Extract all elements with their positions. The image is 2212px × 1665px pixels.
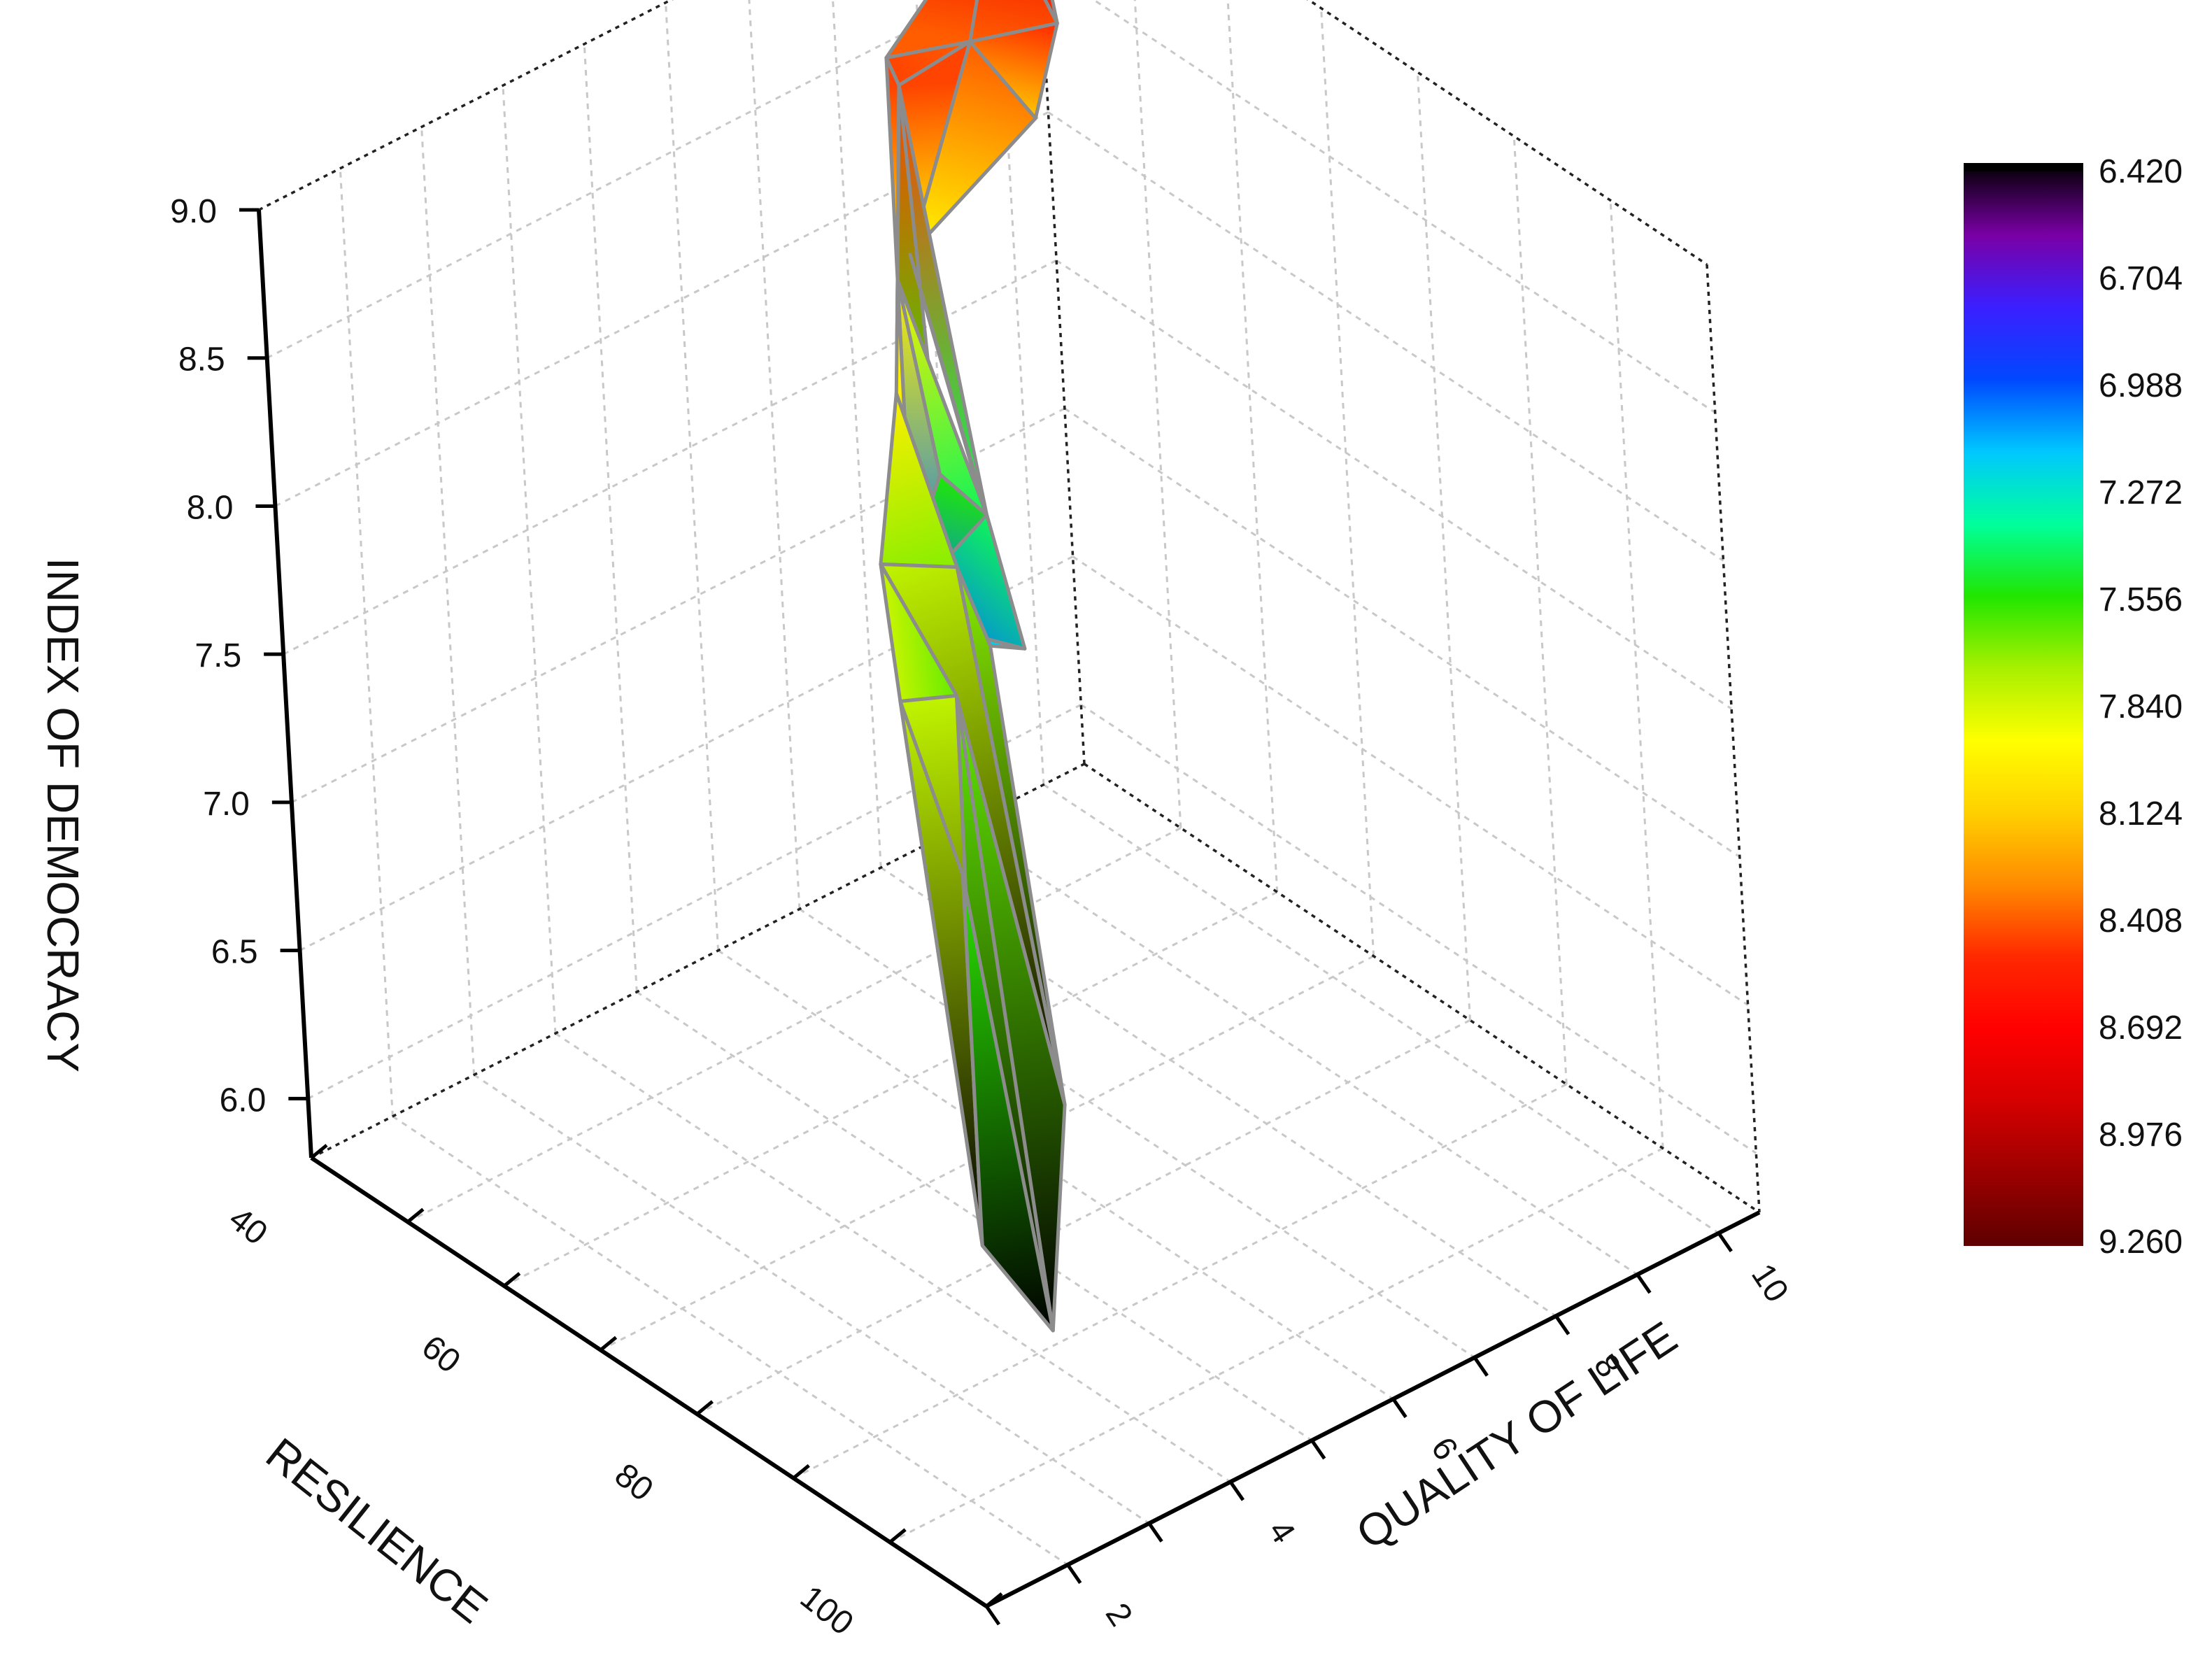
grid-line	[473, 1074, 1150, 1524]
grid-line	[1226, 0, 1279, 893]
grid-line	[583, 43, 638, 993]
grid-line	[799, 908, 1475, 1359]
x-tick-label: 60	[415, 1329, 467, 1381]
y-tick-mark	[1066, 1564, 1082, 1585]
grid-line	[748, 0, 801, 909]
grid-line	[555, 1032, 1231, 1483]
colorbar-label: 6.988	[2099, 367, 2183, 404]
y-tick-label: 2	[1098, 1596, 1140, 1633]
grid-line	[636, 991, 1313, 1442]
grid-line	[1043, 784, 1720, 1234]
grid-line	[999, 0, 1045, 785]
z-tick-label: 9.0	[170, 193, 217, 230]
x-tick-mark	[985, 1592, 1003, 1608]
x-tick-mark	[503, 1272, 521, 1288]
y-axis-line	[985, 1210, 1761, 1608]
x-tick-mark	[695, 1400, 714, 1416]
x-tick-label: 40	[222, 1200, 274, 1253]
grid-line	[1320, 8, 1375, 956]
grid-line	[504, 891, 1278, 1287]
grid-line	[665, 2, 720, 951]
z-axis-line	[257, 209, 313, 1159]
grid-line	[1133, 0, 1182, 828]
grid-line	[696, 1019, 1471, 1415]
y-tick-mark	[1717, 1232, 1733, 1253]
x-tick-mark	[310, 1144, 328, 1159]
grid-line	[1609, 200, 1664, 1149]
grid-line	[392, 1115, 1069, 1566]
box-frame	[258, 0, 1761, 1214]
colorbar-top-cap	[1964, 163, 2083, 171]
colorbar-gradient	[1964, 163, 2083, 1246]
colorbar: 6.420 6.704 6.988 7.272 7.556 7.840 8.124 8.408…	[1964, 153, 2183, 1261]
grid-line	[502, 85, 557, 1034]
colorbar-label: 6.704	[2099, 260, 2183, 297]
y-tick-mark	[1473, 1356, 1489, 1377]
grid-line	[1416, 72, 1471, 1021]
colorbar-labels: 6.420 6.704 6.988 7.272 7.556 7.840 8.124 8.408…	[2099, 153, 2183, 1261]
grid-line	[339, 168, 394, 1117]
grid-line	[832, 0, 882, 868]
colorbar-label: 8.692	[2099, 1009, 2183, 1047]
grid-line	[961, 825, 1638, 1276]
z-axis-title: INDEX OF DEMOCRACY	[38, 558, 88, 1072]
grid-line	[1056, 259, 1732, 710]
z-tick-label: 8.5	[178, 341, 225, 378]
y-tick-mark	[1310, 1439, 1326, 1460]
x-tick-mark	[406, 1207, 425, 1224]
grid-line	[1047, 111, 1724, 562]
grid-line	[1072, 555, 1749, 1006]
box-edge	[1306, 0, 1708, 266]
colorbar-label: 8.976	[2099, 1117, 2183, 1154]
colorbar-label: 7.840	[2099, 688, 2183, 725]
x-axis-title: RESILIENCE	[257, 1428, 497, 1633]
y-tick-label: 10	[1744, 1257, 1796, 1309]
y-tick-mark	[1391, 1398, 1408, 1419]
y-tick-mark	[1147, 1522, 1163, 1543]
y-tick-label: 4	[1261, 1514, 1302, 1550]
colorbar-label: 8.124	[2099, 795, 2183, 832]
box-edge	[1040, 0, 1086, 765]
colorbar-label: 9.260	[2099, 1224, 2183, 1261]
z-tick-label: 7.0	[203, 786, 250, 823]
box-edge	[1706, 264, 1761, 1213]
x-axis-line	[310, 1156, 988, 1608]
x-tick-mark	[888, 1528, 907, 1544]
y-axis-title: QUALITY OF LIFE	[1347, 1312, 1686, 1559]
y-tick-mark	[1554, 1315, 1571, 1335]
grid-line	[420, 127, 476, 1075]
x-tick-mark	[599, 1335, 618, 1352]
z-tick-label: 8.0	[187, 489, 234, 526]
box-edge	[1084, 763, 1760, 1214]
grid-line	[407, 827, 1182, 1223]
grid-line	[1080, 704, 1757, 1154]
y-tick-mark	[1636, 1273, 1652, 1294]
surface-facet	[960, 873, 1055, 1333]
surface-mesh	[879, 0, 1067, 1333]
grid-line	[1512, 136, 1568, 1084]
grid-line	[1064, 407, 1740, 858]
x-tick-label: 80	[608, 1457, 660, 1509]
z-tick-label: 7.5	[194, 637, 241, 674]
colorbar-label: 8.408	[2099, 902, 2183, 940]
colorbar-label: 7.272	[2099, 474, 2183, 511]
y-tick-mark	[1228, 1480, 1245, 1501]
x-tick-mark	[792, 1464, 810, 1480]
colorbar-label: 6.420	[2099, 153, 2183, 190]
grid-line	[1092, 0, 1716, 413]
grid-line	[793, 1083, 1567, 1480]
x-tick-label: 100	[793, 1579, 860, 1643]
z-tick-label: 6.0	[220, 1082, 267, 1119]
y-tick-mark	[984, 1605, 1001, 1626]
axes	[239, 208, 1761, 1626]
colorbar-label: 7.556	[2099, 581, 2183, 618]
z-tick-label: 6.5	[211, 934, 258, 971]
